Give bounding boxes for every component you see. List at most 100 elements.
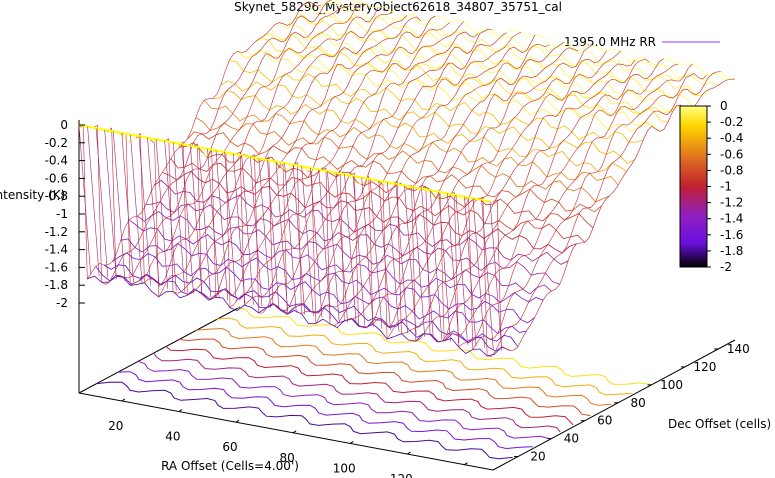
surface-mesh-line: [270, 28, 686, 113]
surface-mesh-line: [335, 47, 579, 322]
surface-curtain-line: [164, 140, 177, 291]
surface-mesh-line: [121, 2, 364, 286]
surface-curtain-line: [147, 137, 160, 288]
surface-curtain-line: [387, 182, 400, 332]
surface-curtain-line: [190, 145, 203, 296]
surface-mesh-line: [262, 33, 677, 116]
x-axis-label: RA Offset (Cells=4.00'): [161, 459, 299, 473]
surface-curtain-line: [155, 139, 169, 289]
x-tick-label: 40: [165, 430, 180, 444]
floor-contour-line: [153, 352, 561, 433]
floor-contour-line: [117, 371, 533, 450]
surface-curtain-line: [181, 144, 194, 294]
surface-mesh-line: [153, 179, 569, 265]
surface-curtain-line: [455, 195, 468, 345]
surface-mesh-line: [320, 0, 736, 80]
surface-curtain-line: [104, 129, 117, 280]
x-tick-mark: [349, 441, 354, 444]
x-tick-label: 100: [333, 461, 356, 475]
colorbar-tick-label: -1.4: [720, 212, 743, 226]
y-tick-label: 80: [631, 396, 646, 410]
surface-mesh-line: [220, 80, 636, 165]
surface-mesh: [78, 0, 736, 357]
surface-curtain-line: [301, 166, 314, 316]
surface-curtain-line: [318, 169, 331, 320]
z-tick-label: -0.2: [45, 136, 68, 150]
z-tick-label: -1.6: [45, 260, 68, 274]
colorbar-ticks: 0 -0.2 -0.4 -0.6 -0.8 -1 -1.2 -1.4 -1.6 -1.8 -2: [707, 99, 743, 274]
floor-contour-line: [237, 307, 650, 385]
colorbar-tick-label: -2: [720, 260, 732, 274]
surface-mesh-line: [435, 63, 678, 342]
surface-curtain-line: [224, 152, 237, 302]
surface-mesh-line: [203, 99, 619, 186]
x-tick-mark: [178, 409, 183, 413]
surface-curtain-line: [258, 158, 271, 308]
z-tick-label: -2: [56, 296, 68, 310]
surface-curtain-line: [352, 175, 366, 326]
surface-curtain-line: [361, 177, 374, 328]
surface-curtain-line: [250, 156, 263, 307]
surface-curtain-line: [95, 128, 109, 278]
surface-curtain-line: [241, 155, 254, 305]
colorbar-tick-label: -1.6: [720, 228, 743, 242]
floor-contour-line: [195, 327, 612, 406]
surface-mesh-line: [295, 14, 711, 97]
surface-mesh-line: [212, 90, 627, 173]
surface-curtain-line: [421, 188, 434, 339]
surface-mesh-line: [170, 158, 586, 243]
surface-curtain-line: [395, 183, 408, 334]
surface-curtain-line: [327, 171, 340, 321]
z-axis-ticks: 0 -0.2 -0.4 -0.6 -0.8 -1 -1.2 -1.4 -1.6 -1.8 -2: [45, 118, 85, 310]
surface-curtain-line: [215, 150, 228, 301]
y-tick-label: 100: [660, 378, 683, 392]
surface-mesh-line: [164, 15, 407, 294]
floor-contour-line: [165, 345, 574, 426]
surface-mesh-line: [450, 63, 693, 348]
surface-mesh-line: [195, 117, 610, 203]
surface-mesh-line: [229, 60, 644, 143]
y-tick-label: 40: [564, 432, 579, 446]
x-tick-label: 120: [390, 472, 413, 478]
surface-curtain-line: [369, 179, 383, 329]
surface-mesh-line: [187, 131, 602, 213]
x-tick-label: 60: [222, 440, 237, 454]
surface-curtain-line: [207, 148, 220, 299]
x-tick-mark: [121, 398, 126, 402]
z-tick-label: -1.2: [45, 225, 68, 239]
surface-mesh-line: [312, 1, 727, 81]
legend-label: 1395.0 MHz RR: [564, 35, 656, 49]
z-tick-label: -1: [56, 207, 68, 221]
surface-curtain-line: [275, 161, 288, 312]
surface-curtain-line: [429, 190, 443, 340]
z-tick-label: -1.8: [45, 278, 68, 292]
surface-mesh-line: [207, 22, 450, 299]
surface-mesh-line: [137, 211, 552, 295]
colorbar-tick-label: -1.8: [720, 244, 743, 258]
surface-mesh-line: [93, 0, 333, 285]
surface-mesh-line: [178, 16, 422, 296]
surface-curtain-line: [404, 185, 417, 336]
surface-mesh-line: [392, 59, 636, 335]
surface-curtain-line: [378, 180, 391, 331]
y-tick-label: 20: [530, 450, 545, 464]
z-axis-label: Intensity (K): [0, 188, 65, 202]
z-tick-label: -0.4: [45, 154, 68, 168]
z-tick-label: -0.8: [45, 189, 68, 203]
colorbar-tick-label: -0.8: [720, 163, 743, 177]
surface-curtain-line: [472, 198, 485, 348]
floor-axes: [78, 120, 736, 471]
surface-mesh-line: [304, 3, 719, 86]
x-tick-label: 20: [108, 419, 123, 433]
surface-curtain-line: [78, 124, 91, 275]
x-tick-mark: [464, 462, 468, 466]
x-tick-mark: [292, 430, 297, 434]
y-axis-label: Dec Offset (cells): [668, 417, 771, 431]
surface-mesh-line: [350, 45, 593, 328]
surface-mesh-line: [235, 31, 479, 306]
x-tick-mark: [407, 451, 411, 455]
surface-curtain-line: [172, 142, 186, 293]
surface-curtain-line: [113, 131, 126, 281]
x-tick-mark: [235, 419, 240, 423]
surface-curtain-line: [87, 126, 100, 277]
